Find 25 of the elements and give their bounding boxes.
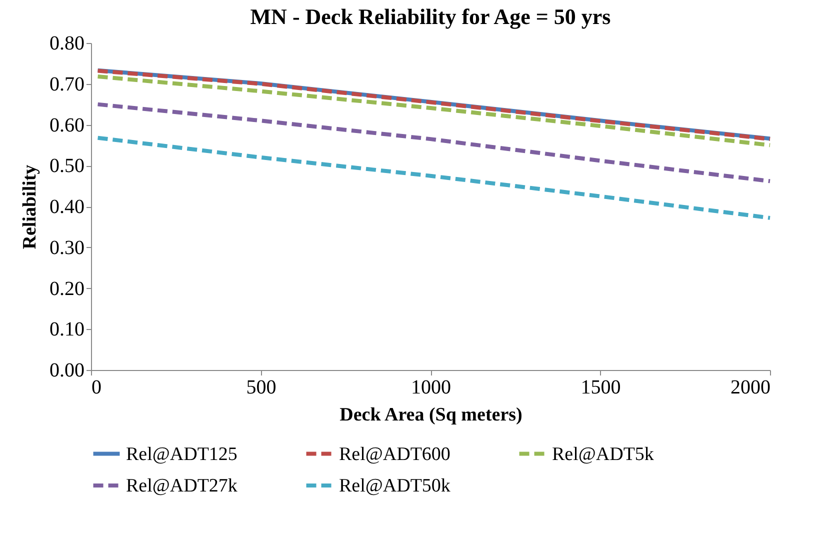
line-series [96,136,772,220]
chart-title: MN - Deck Reliability for Age = 50 yrs [250,4,612,29]
y-tick-label: 0.80 [50,32,84,54]
x-tick-label: 500 [246,376,276,398]
x-tick-label: 1500 [580,376,621,398]
y-tick-label: 0.00 [50,360,84,382]
y-tick-label: 0.60 [50,114,84,136]
legend-label: Rel@ADT27k [126,476,238,496]
y-tick-label: 0.10 [50,318,84,341]
legend-label: Rel@ADT600 [339,444,450,465]
y-axis-title: Reliability [20,164,40,250]
y-tick-label: 0.50 [50,155,84,178]
line-series [96,74,772,148]
x-tick-label: 0 [92,376,102,398]
line-series [96,102,772,184]
legend-label: Rel@ADT50k [339,476,451,496]
y-tick-label: 0.40 [50,196,84,218]
y-tick-label: 0.30 [50,236,84,259]
legend-label: Rel@ADT125 [126,444,238,465]
x-tick-label: 2000 [730,376,770,398]
x-tick-label: 1000 [411,376,451,398]
y-tick-label: 0.70 [50,73,84,96]
x-axis-title: Deck Area (Sq meters) [340,404,522,426]
y-tick-label: 0.20 [50,278,84,300]
legend-label: Rel@ADT5k [552,444,654,465]
